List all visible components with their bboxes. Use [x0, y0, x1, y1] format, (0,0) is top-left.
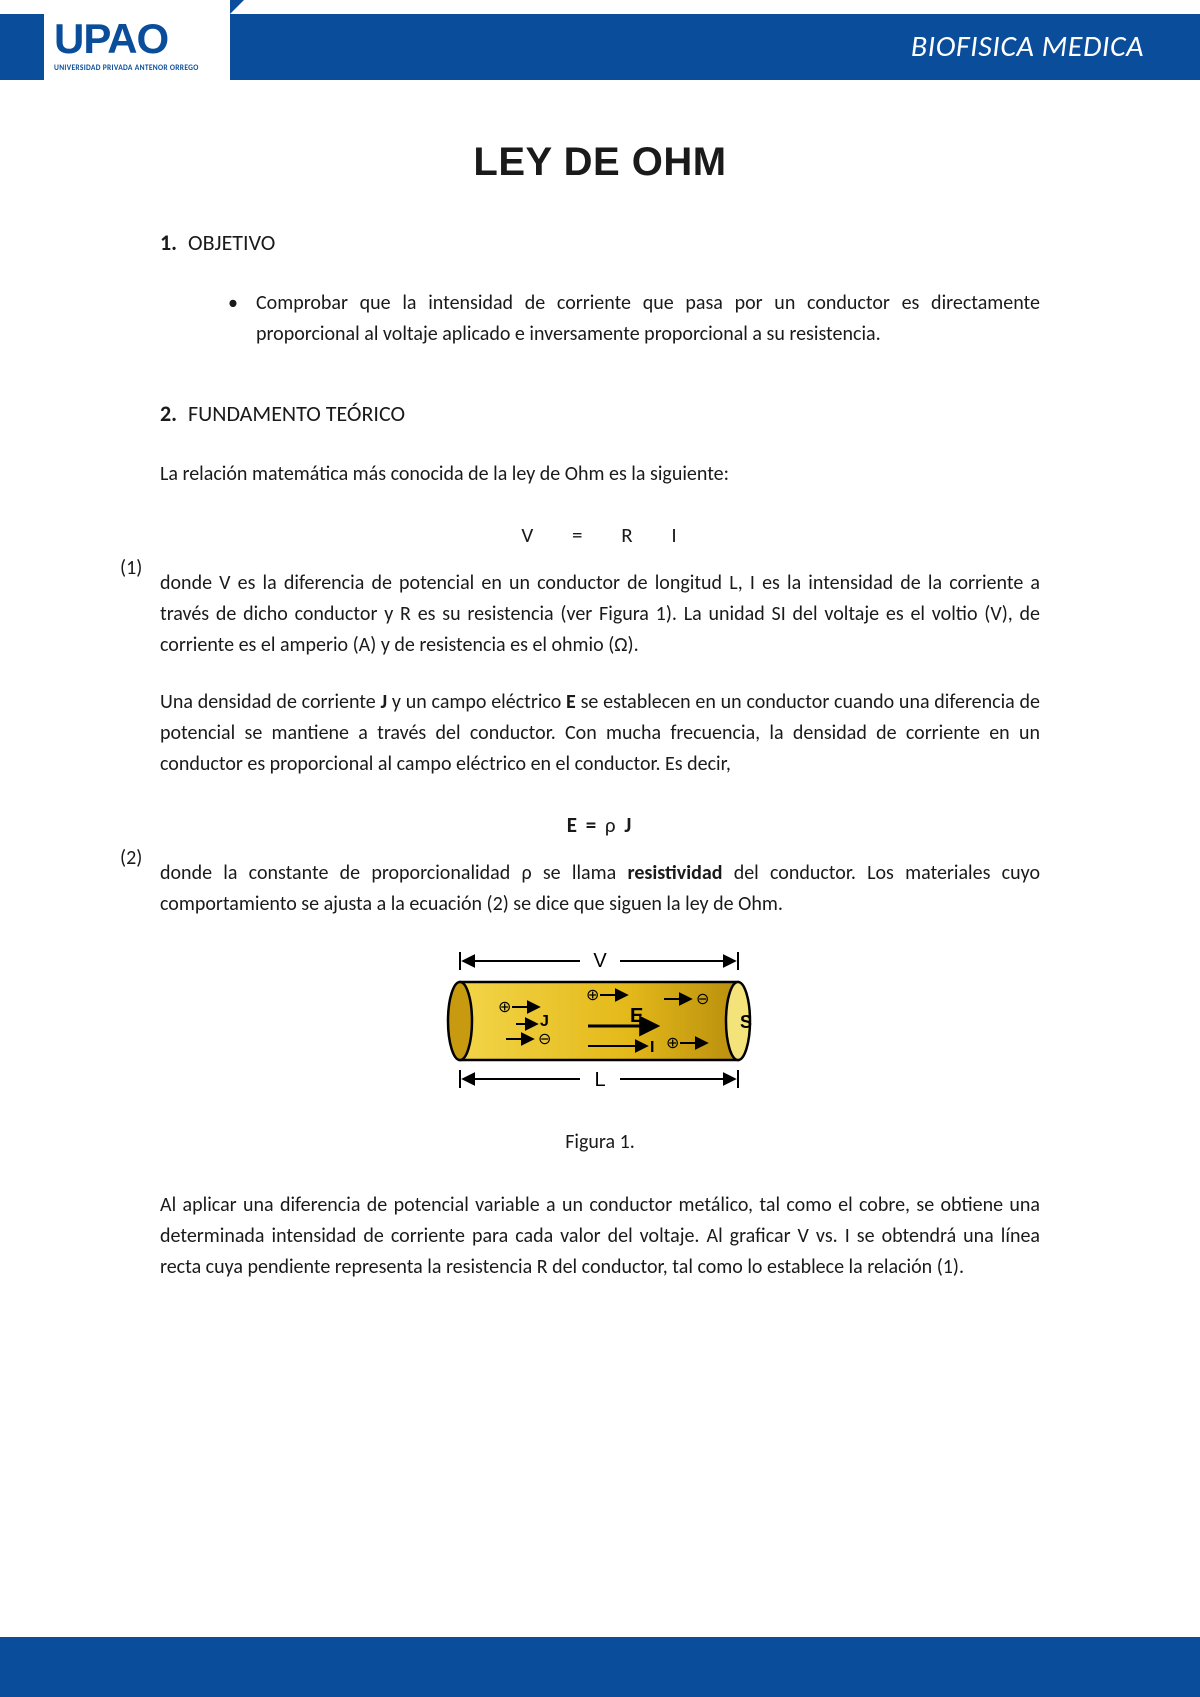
document-body: LEY DE OHM 1. OBJETIVO Comprobar que la … — [0, 120, 1200, 1283]
text-frag: y un campo eléctrico — [387, 690, 566, 714]
paragraph-j-e: Una densidad de corriente J y un campo e… — [160, 687, 1040, 780]
objetivo-bullet-list: Comprobar que la intensidad de corriente… — [160, 288, 1040, 350]
objetivo-bullet: Comprobar que la intensidad de corriente… — [228, 288, 1040, 350]
minus-charge-icon: ⊖ — [538, 1030, 551, 1049]
equation-2-row: E = ρ J (2) — [160, 806, 1040, 848]
document-title: LEY DE OHM — [160, 140, 1040, 185]
page-header: UPAO UNIVERSIDAD PRIVADA ANTENOR ORREGO … — [0, 0, 1200, 95]
fig-label-I: I — [650, 1039, 654, 1056]
plus-charge-icon: ⊕ — [586, 986, 599, 1005]
plus-charge-icon: ⊕ — [498, 998, 511, 1017]
eq2-J: J — [624, 812, 633, 838]
paragraph-final: Al aplicar una diferencia de potencial v… — [160, 1190, 1040, 1283]
section-number: 2. — [160, 400, 177, 427]
section-number: 1. — [160, 229, 177, 256]
paragraph-intro: La relación matemática más conocida de l… — [160, 459, 1040, 490]
equation-1-row: V = R I (1) — [160, 516, 1040, 558]
text-frag: Una densidad de corriente — [160, 690, 381, 714]
equation-2: E = ρ J — [160, 806, 1040, 838]
fig-label-S: S — [740, 1012, 752, 1032]
symbol-E: E — [566, 690, 576, 714]
eq2-E: E = — [567, 812, 605, 838]
equation-1: V = R I — [160, 516, 1040, 548]
equation-1-number: (1) — [120, 556, 142, 580]
section-heading-fundamento: 2. FUNDAMENTO TEÓRICO — [160, 400, 1040, 427]
course-title: BIOFISICA MEDICA — [911, 28, 1144, 65]
university-logo-subtitle: UNIVERSIDAD PRIVADA ANTENOR ORREGO — [54, 64, 199, 73]
page-footer-bar — [0, 1637, 1200, 1697]
fig-label-J: J — [540, 1013, 549, 1030]
paragraph-after-eq1: donde V es la diferencia de potencial en… — [160, 568, 1040, 661]
paragraph-after-eq2: donde la constante de proporcionalidad ρ… — [160, 858, 1040, 920]
minus-charge-icon: ⊖ — [696, 990, 709, 1009]
equation-2-number: (2) — [120, 846, 142, 870]
figure-1: V S ⊕ ⊕ ⊕ ⊖ ⊖ J — [160, 946, 1040, 1116]
fig-label-L: L — [594, 1069, 605, 1091]
fig-label-V: V — [593, 950, 607, 972]
conductor-cylinder-diagram: V S ⊕ ⊕ ⊕ ⊖ ⊖ J — [420, 946, 780, 1116]
eq2-rho: ρ — [605, 812, 624, 838]
plus-charge-icon: ⊕ — [666, 1034, 679, 1053]
section-label: OBJETIVO — [188, 229, 275, 256]
section-heading-objetivo: 1. OBJETIVO — [160, 229, 1040, 256]
figure-1-caption: Figura 1. — [160, 1130, 1040, 1154]
fig-label-E: E — [630, 1005, 643, 1027]
text-frag: donde la constante de proporcionalidad ρ… — [160, 861, 627, 885]
term-resistividad: resistividad — [627, 861, 722, 885]
university-logo-text: UPAO — [54, 18, 168, 60]
section-label: FUNDAMENTO TEÓRICO — [188, 400, 405, 427]
